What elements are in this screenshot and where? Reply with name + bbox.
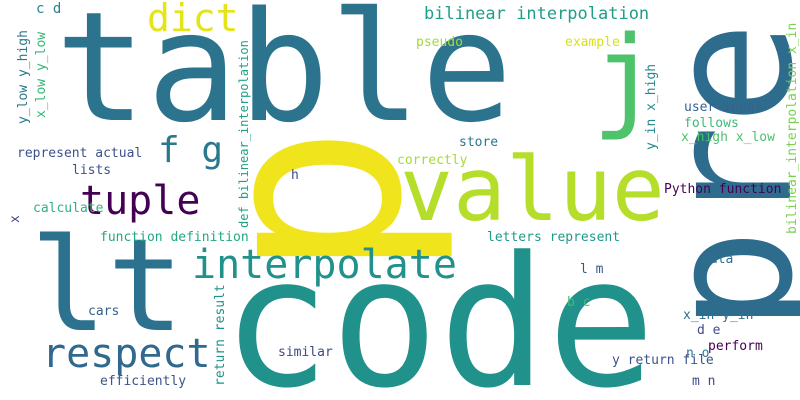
word: b c bbox=[567, 295, 590, 310]
word: lt bbox=[30, 212, 184, 361]
word: l m bbox=[580, 262, 604, 277]
word: y return file bbox=[612, 353, 714, 368]
word: user input bbox=[684, 100, 762, 115]
word: table bbox=[55, 0, 513, 156]
word: example bbox=[565, 35, 620, 50]
word: d e bbox=[697, 323, 721, 338]
word: follows bbox=[684, 116, 739, 131]
word: code bbox=[222, 219, 655, 400]
word: represent actual bbox=[17, 146, 142, 161]
word: y_in x_high bbox=[644, 64, 659, 150]
word: pseudo bbox=[416, 35, 463, 50]
word: lists bbox=[72, 163, 111, 178]
word: data bbox=[702, 252, 733, 267]
word: x_low y_low bbox=[34, 32, 49, 118]
word: y_low y_high bbox=[16, 30, 31, 124]
word: n o bbox=[686, 346, 709, 361]
word: return result bbox=[213, 284, 228, 386]
word: respect bbox=[42, 331, 211, 377]
word: x_in y_in bbox=[683, 308, 753, 323]
word: pre bbox=[630, 21, 800, 332]
word: p bbox=[159, 125, 459, 280]
word: similar bbox=[278, 345, 333, 360]
word: letters represent bbox=[487, 230, 620, 245]
word: x bbox=[8, 215, 23, 223]
word: interpolate bbox=[192, 242, 457, 288]
word: value bbox=[400, 138, 665, 241]
word: j bbox=[592, 13, 659, 143]
word: Python function bbox=[664, 182, 781, 197]
word: efficiently bbox=[100, 374, 186, 389]
word: m n bbox=[692, 374, 715, 389]
word: c d bbox=[36, 1, 61, 17]
word: bilinear_interpolation x_in bbox=[785, 23, 800, 234]
word: h bbox=[291, 168, 299, 183]
word: correctly bbox=[397, 153, 468, 168]
word: tuple bbox=[80, 178, 200, 224]
word: function definition bbox=[100, 230, 249, 245]
word: store bbox=[459, 135, 498, 150]
word: dict bbox=[147, 0, 239, 40]
word: perform bbox=[708, 339, 763, 354]
word: cars bbox=[88, 304, 119, 319]
word: def bilinear_interpolation bbox=[237, 40, 251, 228]
word: f g bbox=[158, 130, 223, 171]
word: calculate bbox=[33, 201, 104, 216]
word: bilinear interpolation bbox=[424, 4, 649, 24]
word: x_high x_low bbox=[681, 130, 775, 145]
